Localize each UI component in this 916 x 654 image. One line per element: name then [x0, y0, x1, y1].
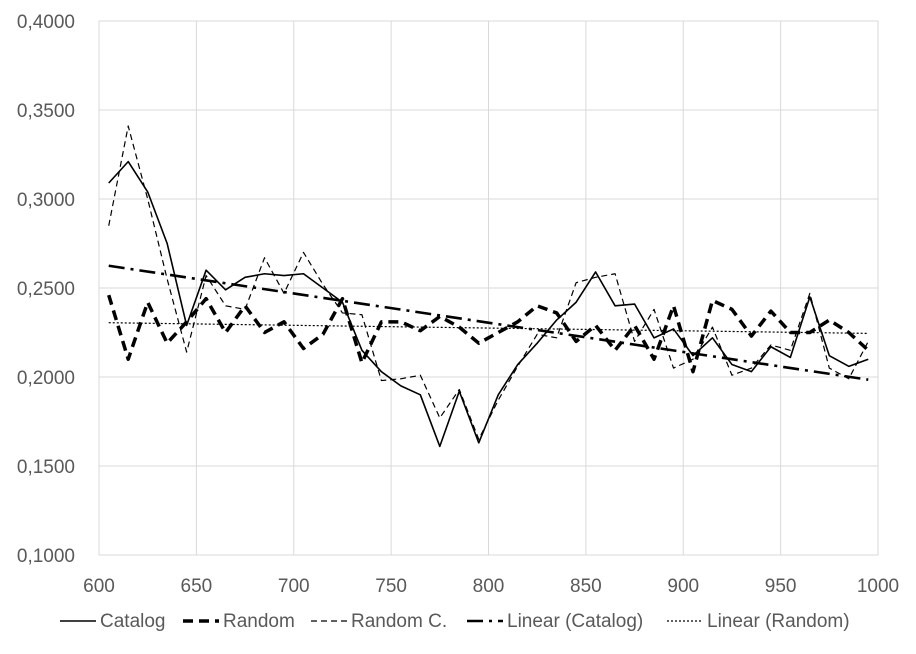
legend-label: Random C.	[351, 611, 447, 632]
legend-label: Random	[223, 611, 295, 632]
x-tick-label: 800	[473, 576, 505, 597]
legend-label: Catalog	[100, 611, 166, 632]
x-tick-label: 750	[375, 576, 407, 597]
series-line-random-c	[108, 125, 869, 440]
y-tick-label: 0,2500	[17, 279, 75, 300]
series-line-linear-random	[108, 322, 869, 334]
series-line-linear-catalog	[108, 264, 869, 381]
series-line-random	[107, 294, 870, 374]
legend: Catalog Random Random C. Linear (Catalog) Li…	[60, 611, 850, 632]
y-tick-label: 0,2000	[17, 368, 75, 389]
y-tick-label: 0,3500	[17, 101, 75, 122]
y-tick-label: 0,1500	[17, 457, 75, 478]
x-tick-label: 700	[278, 576, 310, 597]
x-tick-label: 900	[667, 576, 699, 597]
y-tick-label: 0,4000	[17, 12, 75, 33]
gridlines	[98, 20, 879, 556]
legend-item: Random	[183, 611, 295, 632]
x-tick-label: 1000	[857, 576, 899, 597]
legend-item: Linear (Catalog)	[467, 611, 643, 632]
legend-item: Linear (Random)	[667, 611, 850, 632]
legend-label: Linear (Random)	[707, 611, 850, 632]
axes: 0,1000 0,1500 0,2000 0,2500 0,3000 0,3500 0,40…	[17, 12, 899, 597]
x-tick-label: 650	[181, 576, 213, 597]
x-tick-label: 850	[570, 576, 602, 597]
x-tick-label: 950	[765, 576, 797, 597]
legend-label: Linear (Catalog)	[507, 611, 643, 632]
y-tick-label: 0,1000	[17, 546, 75, 567]
y-tick-label: 0,3000	[17, 190, 75, 211]
x-tick-label: 600	[83, 576, 115, 597]
series-lines	[107, 125, 870, 448]
legend-item: Random C.	[311, 611, 447, 632]
legend-item: Catalog	[60, 611, 166, 632]
